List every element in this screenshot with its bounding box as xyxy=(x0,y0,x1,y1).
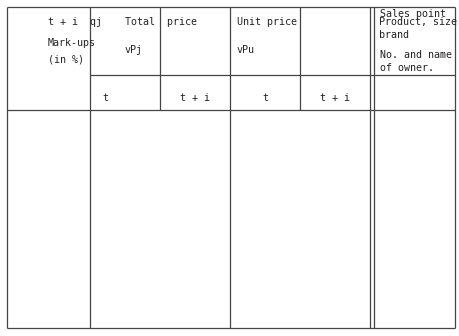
Text: t + i: t + i xyxy=(320,93,350,103)
Text: No. and name: No. and name xyxy=(380,50,452,60)
Text: t + i  qj: t + i qj xyxy=(48,17,102,27)
Text: vPj: vPj xyxy=(125,45,143,55)
Text: vPu: vPu xyxy=(237,45,255,55)
Text: t: t xyxy=(262,93,268,103)
Text: Mark-ups: Mark-ups xyxy=(48,38,96,48)
Text: brand: brand xyxy=(379,30,409,40)
Text: t: t xyxy=(102,93,108,103)
Text: Total  price: Total price xyxy=(125,17,197,27)
Text: Sales point: Sales point xyxy=(380,9,446,19)
Text: of owner.: of owner. xyxy=(380,63,434,73)
Text: Product, size,: Product, size, xyxy=(379,17,459,27)
Text: (in %): (in %) xyxy=(48,55,84,65)
Text: Unit price: Unit price xyxy=(237,17,297,27)
Text: t + i: t + i xyxy=(180,93,210,103)
